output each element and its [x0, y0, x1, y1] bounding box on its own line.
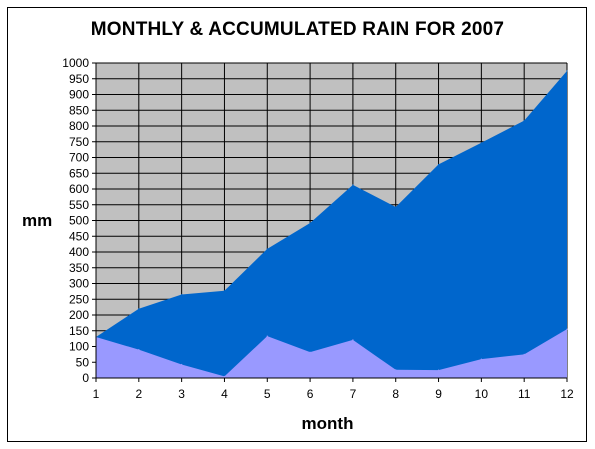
y-tick-label: 0: [82, 371, 89, 385]
x-axis-label: month: [301, 414, 354, 433]
monthly-rain-area: [96, 329, 567, 378]
monthly-rain-point: [437, 369, 440, 371]
monthly-rain-point: [566, 328, 568, 330]
x-tick-label: 1: [93, 387, 100, 401]
accumulated-rain-point: [437, 163, 440, 166]
x-tick-label: 9: [435, 387, 442, 401]
y-tick-label: 700: [69, 151, 89, 165]
monthly-rain-point: [309, 351, 311, 353]
y-tick-label: 850: [69, 103, 89, 117]
x-tick-label: 10: [475, 387, 489, 401]
chart-title: MONTHLY & ACCUMULATED RAIN FOR 2007: [90, 19, 505, 40]
accumulated-rain-point: [395, 206, 397, 208]
y-tick-label: 750: [69, 135, 89, 149]
y-tick-label: 350: [69, 261, 89, 275]
accumulated-rain-point: [480, 142, 482, 144]
monthly-rain-point: [480, 358, 482, 360]
accumulated-rain-point: [352, 184, 354, 186]
y-tick-label: 450: [69, 229, 89, 243]
y-tick-label: 150: [69, 324, 89, 338]
accumulated-rain-point: [566, 70, 568, 72]
x-tick-label: 7: [350, 387, 357, 401]
monthly-rain-point: [223, 375, 226, 378]
chart-frame: [7, 7, 587, 442]
monthly-rain-point: [395, 369, 397, 371]
accumulated-rain-point: [138, 308, 140, 310]
y-tick-label: 50: [76, 355, 90, 369]
x-tick-label: 6: [307, 387, 314, 401]
y-axis-label: mm: [22, 211, 53, 230]
accumulated-rain-point: [266, 248, 268, 250]
y-tick-label: 600: [69, 182, 89, 196]
y-tick-label: 800: [69, 119, 89, 133]
monthly-rain-point: [352, 339, 354, 341]
y-tick-label: 250: [69, 292, 89, 306]
y-tick-label: 200: [69, 308, 89, 322]
x-tick-label: 12: [560, 387, 574, 401]
x-tick-label: 8: [392, 387, 399, 401]
monthly-rain-point: [181, 363, 183, 366]
x-tick-label: 11: [518, 387, 531, 401]
y-tick-label: 650: [69, 166, 89, 180]
y-tick-label: 400: [69, 245, 89, 259]
accumulated-rain-point: [309, 222, 311, 224]
x-tick-label: 5: [264, 387, 271, 401]
accumulated-rain-area: [96, 70, 567, 378]
x-tick-label: 4: [221, 387, 228, 401]
y-tick-label: 950: [69, 72, 89, 86]
y-tick-label: 900: [69, 88, 89, 102]
y-tick-label: 300: [69, 277, 89, 291]
monthly-rain-point: [138, 349, 140, 351]
y-tick-label: 500: [69, 214, 89, 228]
y-tick-label: 550: [69, 198, 89, 212]
monthly-rain-point: [523, 353, 525, 355]
x-tick-label: 3: [178, 387, 185, 401]
monthly-rain-point: [266, 335, 268, 337]
accumulated-rain-point: [223, 290, 226, 292]
y-tick-label: 100: [69, 340, 89, 354]
accumulated-rain-point: [523, 120, 525, 122]
y-tick-label: 1000: [62, 56, 89, 70]
x-tick-label: 2: [135, 387, 142, 401]
accumulated-rain-point: [181, 293, 183, 296]
